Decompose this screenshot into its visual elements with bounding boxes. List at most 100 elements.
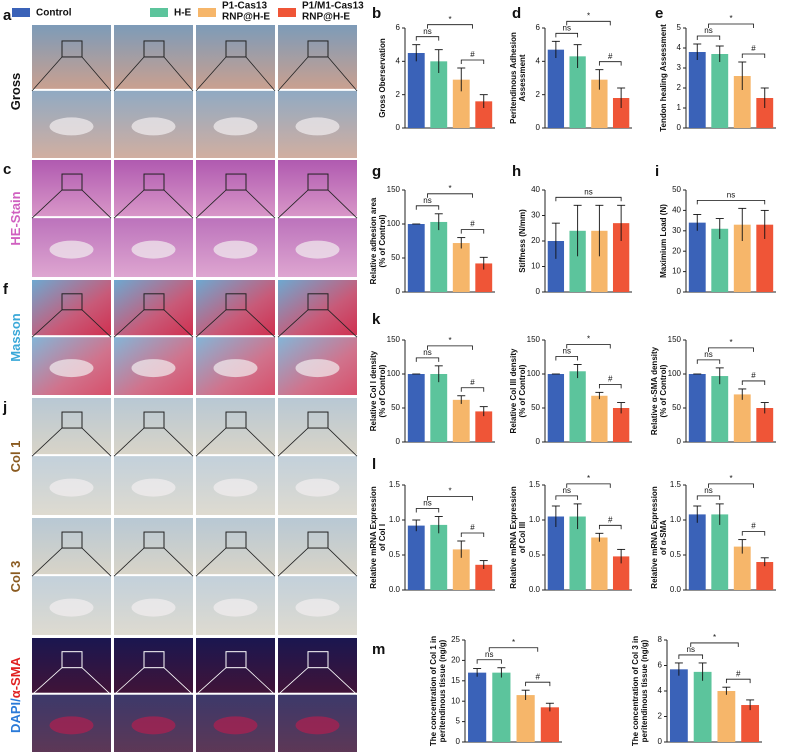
y-tick-label: 0.5 bbox=[529, 550, 541, 559]
bar bbox=[569, 516, 586, 590]
image-top bbox=[278, 398, 357, 455]
bar bbox=[733, 76, 751, 128]
zoom-line bbox=[163, 547, 194, 577]
y-tick-label: 25 bbox=[451, 635, 460, 644]
y-tick-label: 6 bbox=[396, 23, 401, 32]
roi-box bbox=[225, 173, 247, 191]
zoom-line bbox=[195, 189, 227, 219]
zoom-line bbox=[245, 56, 276, 92]
y-tick-label: 2 bbox=[658, 712, 663, 721]
tissue bbox=[131, 598, 176, 617]
y-tick-label: 150 bbox=[668, 335, 682, 344]
roi-box bbox=[61, 411, 83, 429]
sig-bracket bbox=[427, 24, 473, 29]
tissue bbox=[213, 359, 258, 378]
sig-bracket bbox=[460, 229, 485, 234]
sig-bracket bbox=[488, 647, 539, 652]
sig-label: ns bbox=[563, 23, 571, 32]
y-axis-label: (% of Control) bbox=[378, 364, 387, 417]
panel-label: h bbox=[512, 163, 521, 180]
zoom-line bbox=[81, 547, 112, 577]
sig-bracket bbox=[566, 344, 611, 349]
zoom-line bbox=[277, 56, 309, 92]
y-tick-label: 0 bbox=[396, 437, 401, 446]
row-label: Gross bbox=[8, 73, 23, 111]
zoom-line bbox=[31, 547, 63, 577]
y-tick-label: 0.5 bbox=[670, 550, 682, 559]
tissue bbox=[295, 478, 340, 497]
roi-box bbox=[61, 173, 83, 191]
y-axis-label: peritendinous tissue (ng/g) bbox=[438, 639, 447, 742]
bar bbox=[688, 514, 706, 590]
sig-bracket bbox=[460, 387, 485, 392]
y-tick-label: 0.0 bbox=[529, 585, 541, 594]
y-tick-label: 4 bbox=[396, 56, 401, 65]
y-tick-label: 5 bbox=[677, 23, 682, 32]
zoom-line bbox=[277, 667, 309, 696]
image-top bbox=[114, 160, 193, 217]
y-axis-label: (% of Control) bbox=[378, 214, 387, 267]
tissue bbox=[213, 716, 258, 735]
panel-label: a bbox=[3, 7, 12, 24]
image-top bbox=[278, 280, 357, 336]
y-tick-label: 40 bbox=[672, 206, 681, 215]
y-tick-label: 50 bbox=[672, 403, 681, 412]
roi-box bbox=[307, 40, 329, 58]
bar bbox=[733, 546, 751, 590]
bar bbox=[407, 525, 425, 590]
sig-label: * bbox=[448, 487, 451, 496]
tissue bbox=[295, 240, 340, 259]
tissue bbox=[131, 240, 176, 259]
image-top bbox=[196, 638, 275, 693]
zoom-line bbox=[245, 309, 276, 338]
y-axis-label: Assessment bbox=[518, 54, 527, 101]
sig-bracket bbox=[555, 196, 622, 202]
y-tick-label: 150 bbox=[527, 335, 541, 344]
bar bbox=[711, 376, 729, 442]
sig-bracket bbox=[415, 357, 440, 362]
roi-box bbox=[143, 173, 165, 191]
y-tick-label: 150 bbox=[387, 335, 401, 344]
roi-box bbox=[143, 293, 165, 311]
legend-label: Control bbox=[36, 8, 72, 19]
y-axis-label: Relative mRNA Expression bbox=[650, 486, 659, 589]
y-tick-label: 6 bbox=[658, 661, 663, 670]
row-label: Col 3 bbox=[8, 561, 23, 593]
panel-label: e bbox=[655, 5, 663, 22]
roi-box bbox=[143, 651, 165, 669]
zoom-line bbox=[195, 309, 227, 338]
tissue bbox=[295, 598, 340, 617]
zoom-line bbox=[245, 427, 276, 457]
y-tick-label: 4 bbox=[677, 43, 682, 52]
y-axis-label: Relative adhesion area bbox=[369, 197, 378, 284]
sig-bracket bbox=[696, 359, 721, 364]
zoom-line bbox=[81, 189, 112, 219]
zoom-line bbox=[31, 667, 63, 696]
roi-box bbox=[143, 40, 165, 58]
bar bbox=[452, 243, 470, 292]
panel-label: j bbox=[2, 399, 7, 416]
image-top bbox=[114, 638, 193, 693]
zoom-line bbox=[327, 309, 358, 338]
tissue bbox=[213, 478, 258, 497]
sig-label: # bbox=[751, 371, 756, 380]
tissue bbox=[213, 117, 258, 136]
roi-box bbox=[143, 411, 165, 429]
y-tick-label: 3 bbox=[677, 63, 682, 72]
zoom-line bbox=[31, 309, 63, 338]
row-label-part: Masson bbox=[8, 313, 23, 361]
y-tick-label: 1 bbox=[677, 103, 682, 112]
zoom-line bbox=[277, 309, 309, 338]
panel-label: i bbox=[655, 163, 659, 180]
tissue bbox=[131, 716, 176, 735]
y-tick-label: 0 bbox=[677, 437, 682, 446]
bar bbox=[711, 228, 729, 292]
zoom-line bbox=[31, 427, 63, 457]
y-tick-label: 30 bbox=[531, 211, 540, 220]
zoom-line bbox=[113, 189, 145, 219]
y-axis-label: (% of Control) bbox=[659, 364, 668, 417]
tissue bbox=[49, 598, 94, 617]
bar bbox=[516, 695, 535, 742]
sig-label: # bbox=[470, 50, 475, 59]
sig-label: # bbox=[470, 523, 475, 532]
